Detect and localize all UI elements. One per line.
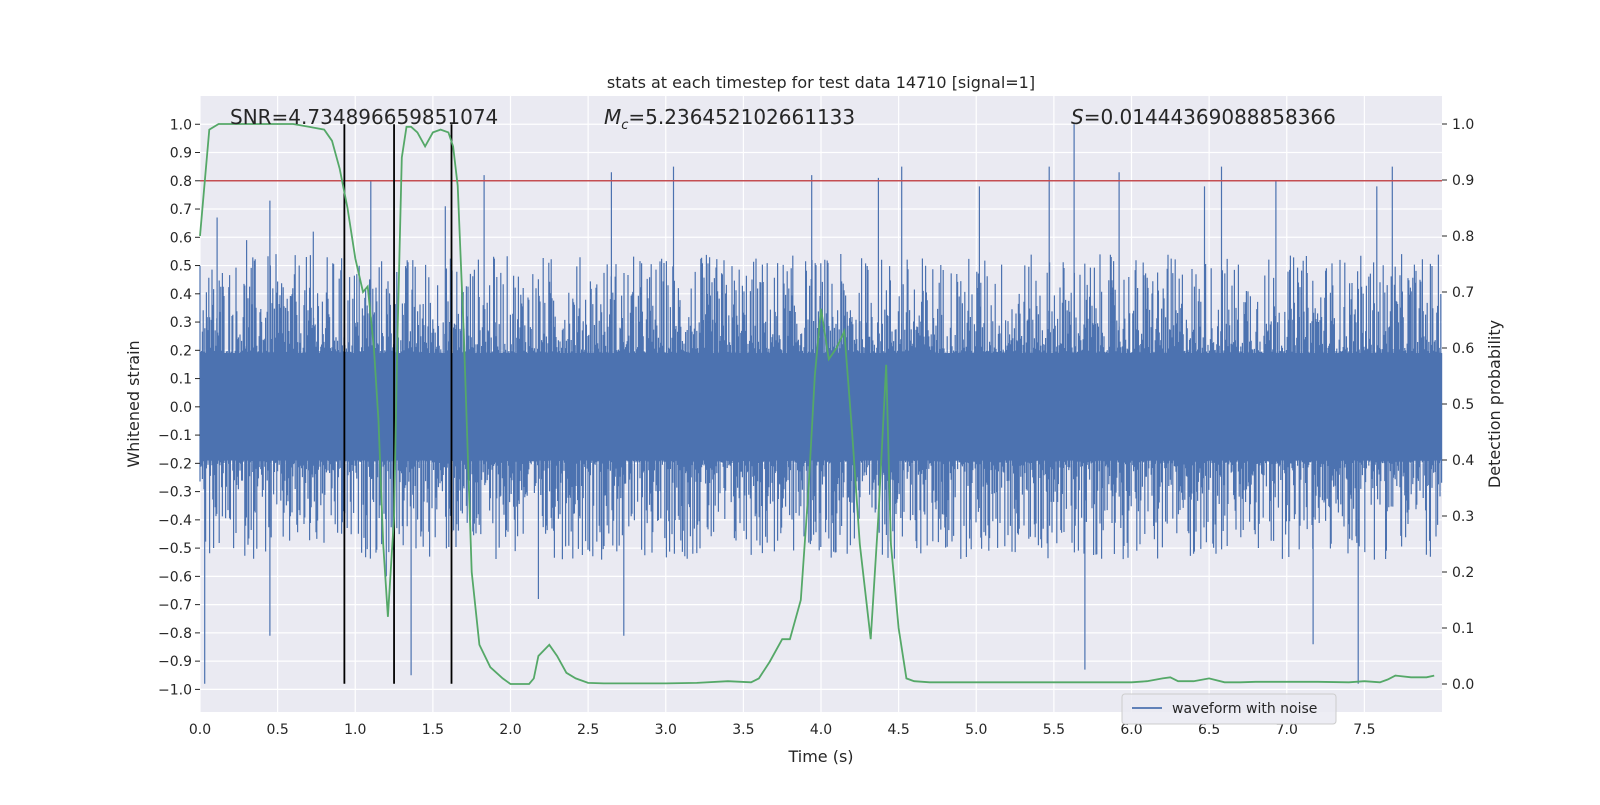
x-tick-label-5: 2.5 bbox=[577, 722, 599, 738]
x-tick-label-7: 3.5 bbox=[732, 722, 754, 738]
y-left-tick-label-0: 1.0 bbox=[170, 117, 192, 133]
y-left-tick-label-1: 0.9 bbox=[170, 146, 192, 162]
y-left-tick-label-7: 0.3 bbox=[170, 315, 192, 331]
x-axis-ticks: 0.0 0.5 1.0 1.5 2.0 2.5 3.0 3.5 4.0 4.5 5.0 5.5 6.0 6… bbox=[189, 722, 1376, 738]
probability-series bbox=[199, 123, 1435, 685]
y-left-tick-label-17: −0.7 bbox=[158, 598, 192, 614]
x-tick-label-3: 1.5 bbox=[422, 722, 444, 738]
y-axis-right-label: Detection probability bbox=[1485, 320, 1504, 488]
x-tick-label-2: 1.0 bbox=[344, 722, 366, 738]
y-right-tick-label-0: 1.0 bbox=[1452, 117, 1474, 133]
x-tick-label-6: 3.0 bbox=[655, 722, 677, 738]
y-left-tick-label-3: 0.7 bbox=[170, 202, 192, 218]
y-axis-right-ticks: 1.0 0.9 0.8 0.7 0.6 0.5 0.4 0.3 0.2 0.1 0.0 bbox=[1442, 117, 1474, 693]
x-tick-label-4: 2.0 bbox=[499, 722, 521, 738]
y-right-tick-label-1: 0.9 bbox=[1452, 173, 1474, 189]
y-left-tick-label-11: −0.1 bbox=[158, 428, 192, 444]
chirp-mass-subscript: c bbox=[621, 118, 628, 133]
x-tick-label-15: 7.5 bbox=[1353, 722, 1375, 738]
legend-box bbox=[1121, 693, 1337, 725]
y-right-tick-label-9: 0.1 bbox=[1452, 621, 1474, 637]
y-left-tick-label-19: −0.9 bbox=[158, 654, 192, 670]
y-left-tick-label-5: 0.5 bbox=[170, 259, 192, 275]
y-axis-left-ticks: 1.0 0.9 0.8 0.7 0.6 0.5 0.4 0.3 0.2 0.1 0.0 −0.1 −0.… bbox=[158, 117, 200, 698]
chirp-mass-symbol: M bbox=[604, 105, 621, 129]
x-tick-label-9: 4.5 bbox=[887, 722, 909, 738]
y-left-tick-label-8: 0.2 bbox=[170, 343, 192, 359]
y-left-tick-label-16: −0.6 bbox=[158, 569, 192, 585]
snr-annotation: SNR=4.734896659851074 bbox=[230, 105, 498, 129]
y-right-tick-label-2: 0.8 bbox=[1452, 229, 1474, 245]
y-left-tick-label-4: 0.6 bbox=[170, 230, 192, 246]
y-left-tick-label-15: −0.5 bbox=[158, 541, 192, 557]
y-right-tick-label-7: 0.3 bbox=[1452, 509, 1474, 525]
x-tick-label-0: 0.0 bbox=[189, 722, 211, 738]
y-left-tick-label-9: 0.1 bbox=[170, 372, 192, 388]
s-annotation: S=0.01444369088858366 bbox=[1071, 105, 1336, 129]
y-left-tick-label-2: 0.8 bbox=[170, 174, 192, 190]
y-right-tick-label-10: 0.0 bbox=[1452, 677, 1474, 693]
s-symbol: S bbox=[1071, 105, 1084, 129]
legend-label: waveform with noise bbox=[1172, 701, 1317, 717]
s-value: =0.01444369088858366 bbox=[1084, 105, 1336, 129]
x-tick-label-1: 0.5 bbox=[266, 722, 288, 738]
y-axis-left-label: Whitened strain bbox=[124, 340, 143, 467]
y-left-tick-label-12: −0.2 bbox=[158, 456, 192, 472]
y-left-tick-label-20: −1.0 bbox=[158, 682, 192, 698]
y-right-tick-label-8: 0.2 bbox=[1452, 565, 1474, 581]
y-left-tick-label-14: −0.4 bbox=[158, 513, 192, 529]
vertical-markers bbox=[343, 124, 453, 684]
waveform-series bbox=[199, 124, 1443, 684]
y-left-tick-label-18: −0.8 bbox=[158, 626, 192, 642]
chirp-mass-value: =5.236452102661133 bbox=[628, 105, 855, 129]
y-left-tick-label-6: 0.4 bbox=[170, 287, 192, 303]
chart-title: stats at each timestep for test data 147… bbox=[607, 73, 1035, 92]
x-tick-label-8: 4.0 bbox=[810, 722, 832, 738]
x-tick-label-13: 6.5 bbox=[1198, 722, 1220, 738]
chirp-mass-annotation: Mc=5.236452102661133 bbox=[604, 105, 855, 133]
y-right-tick-label-6: 0.4 bbox=[1452, 453, 1474, 469]
y-right-tick-label-4: 0.6 bbox=[1452, 341, 1474, 357]
x-axis-label: Time (s) bbox=[787, 747, 853, 766]
x-tick-label-12: 6.0 bbox=[1120, 722, 1142, 738]
y-left-tick-label-10: 0.0 bbox=[170, 400, 192, 416]
legend: waveform with noise bbox=[1121, 693, 1337, 725]
waveform-with-noise-line bbox=[199, 124, 1443, 684]
x-tick-label-10: 5.0 bbox=[965, 722, 987, 738]
x-tick-label-11: 5.5 bbox=[1043, 722, 1065, 738]
y-left-tick-label-13: −0.3 bbox=[158, 485, 192, 501]
y-right-tick-label-3: 0.7 bbox=[1452, 285, 1474, 301]
detection-probability-line bbox=[199, 123, 1435, 685]
x-tick-label-14: 7.0 bbox=[1276, 722, 1298, 738]
y-right-tick-label-5: 0.5 bbox=[1452, 397, 1474, 413]
